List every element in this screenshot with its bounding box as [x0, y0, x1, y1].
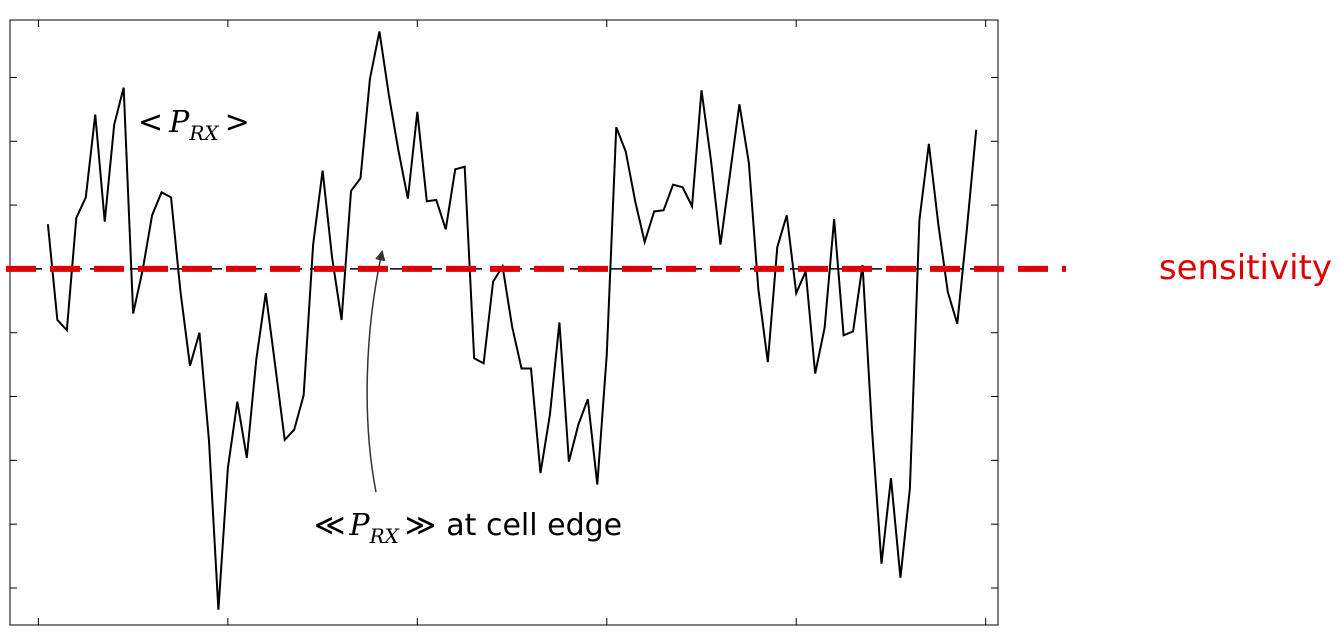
mean-suffix: >: [225, 105, 250, 140]
cell-edge-suffix: ≫: [405, 508, 436, 543]
sensitivity-label: sensitivity: [1159, 248, 1332, 288]
cell-edge-label: ≪ PRX ≫ at cell edge: [314, 508, 622, 548]
plot-frame: [9, 19, 999, 626]
mean-symbol: P: [168, 105, 190, 140]
cell-edge-prefix: ≪: [314, 508, 345, 543]
cell-edge-symbol: P: [348, 508, 370, 543]
mean-label: < PRX >: [138, 105, 250, 145]
annotation-arrow: [366, 249, 386, 493]
cell-edge-text: at cell edge: [446, 508, 622, 543]
data-line: [46, 31, 978, 610]
mean-subscript: RX: [188, 121, 219, 145]
cell-edge-subscript: RX: [369, 524, 400, 548]
mean-prefix: <: [138, 105, 163, 140]
